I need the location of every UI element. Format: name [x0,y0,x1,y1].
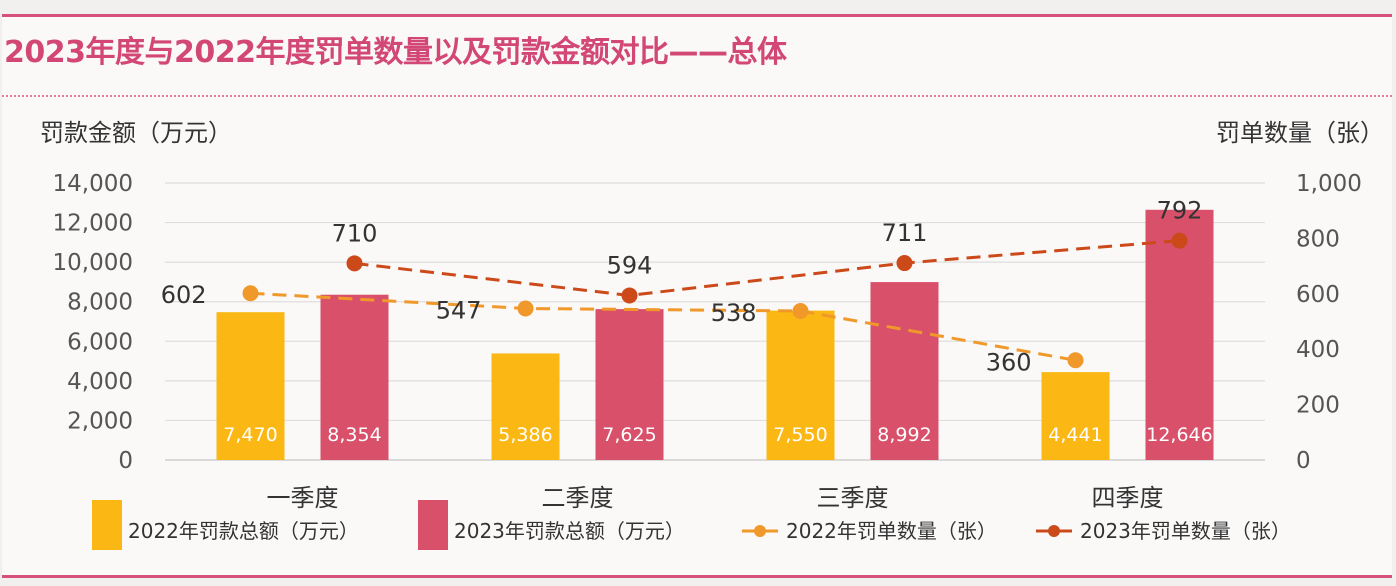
legend-label: 2023年罚款总额（万元） [454,519,685,543]
line-point [621,287,638,304]
line-value-label: 594 [607,251,653,279]
y-left-tick-label: 12,000 [53,211,133,237]
legend-swatch-bar [418,500,448,550]
line-point [1171,232,1188,249]
bar-2023 [320,294,389,460]
legend-swatch-marker [1048,525,1060,537]
y-left-tick-label: 0 [118,448,133,474]
legend-label: 2022年罚单数量（张） [786,519,997,543]
bar-2023 [595,309,664,460]
bar-value-label: 8,354 [327,424,381,446]
bar-value-label: 5,386 [498,424,552,446]
bar-value-label: 7,550 [773,424,827,446]
bar-value-label: 12,646 [1146,424,1212,446]
y-right-tick-label: 600 [1296,282,1340,308]
y-right-tick-label: 200 [1296,393,1340,419]
page-title: 2023年度与2022年度罚单数量以及罚款金额对比——总体 [4,35,787,70]
y-right-tick-label: 1,000 [1296,171,1362,197]
y-right-tick-label: 800 [1296,226,1340,252]
bar-value-label: 4,441 [1048,424,1102,446]
line-2022-count [250,291,1076,362]
x-category-label: 一季度 [267,484,339,512]
line-point [792,302,809,319]
line-value-label: 710 [332,219,378,247]
line-value-label: 711 [882,219,928,247]
title-divider [2,95,1392,97]
line-value-label: 547 [436,296,482,324]
bar-value-label: 7,625 [602,424,656,446]
y-left-tick-label: 2,000 [67,408,133,434]
line-value-label: 602 [161,281,207,309]
line-point [517,300,534,317]
legend-label: 2022年罚款总额（万元） [128,519,359,543]
legend-swatch-marker [754,525,766,537]
bar-2022 [766,310,835,460]
y-right-tick-label: 400 [1296,337,1340,363]
x-category-label: 二季度 [542,484,614,512]
bar-2023 [1145,209,1214,460]
line-point [896,255,913,272]
x-category-label: 四季度 [1092,484,1164,512]
bar-2022 [491,353,560,460]
y-right-axis-title: 罚单数量（张） [1216,119,1384,147]
line-point [1067,352,1084,369]
line-point [242,285,259,302]
line-value-label: 538 [711,299,757,327]
y-right-tick-label: 0 [1296,448,1311,474]
y-left-tick-label: 8,000 [67,290,133,316]
bar-value-label: 8,992 [877,424,931,446]
bar-2023 [870,282,939,460]
y-left-tick-label: 14,000 [53,171,133,197]
bar-value-label: 7,470 [223,424,277,446]
line-2023-count [354,239,1180,297]
y-left-tick-label: 6,000 [67,329,133,355]
legend-label: 2023年罚单数量（张） [1080,519,1291,543]
legend-swatch-bar [92,500,122,550]
x-category-label: 三季度 [817,484,889,512]
y-left-tick-label: 10,000 [53,250,133,276]
bar-2022 [216,312,285,460]
y-left-tick-label: 4,000 [67,369,133,395]
bar-2022 [1041,372,1110,460]
line-value-label: 360 [986,348,1032,376]
y-left-axis-title: 罚款金额（万元） [40,119,232,147]
line-point [346,255,363,272]
line-value-label: 792 [1157,197,1203,225]
